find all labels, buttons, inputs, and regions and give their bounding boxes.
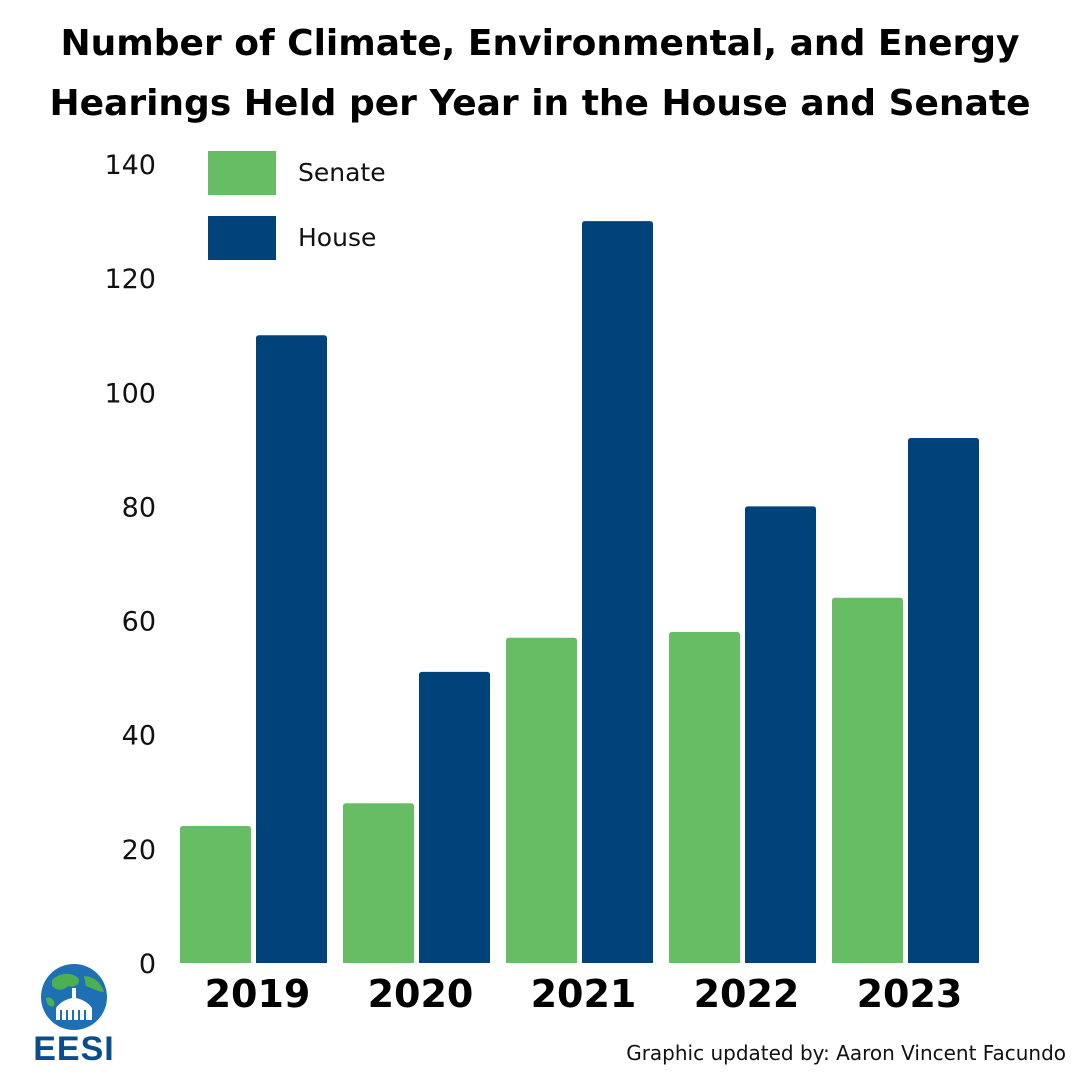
x-tick-label: 2021: [531, 972, 637, 1016]
x-tick-label: 2019: [205, 972, 311, 1016]
y-tick-label: 140: [104, 150, 156, 181]
x-axis: 2019 2020 2021 2022 2023: [205, 972, 963, 1016]
credit-text: Graphic updated by: Aaron Vincent Facund…: [626, 1041, 1066, 1065]
bar-house-2023: [908, 437, 979, 963]
bar-house-2020: [419, 671, 490, 963]
y-tick-label: 80: [122, 492, 156, 523]
globe-capitol-icon: [41, 964, 107, 1030]
x-tick-label: 2020: [368, 972, 474, 1016]
legend-label-senate: Senate: [298, 158, 386, 187]
legend-swatch-senate: [208, 151, 276, 195]
bar-senate-2023: [832, 597, 903, 963]
y-tick-label: 60: [122, 607, 156, 638]
x-tick-label: 2022: [694, 972, 800, 1016]
bar-senate-2021: [506, 637, 577, 963]
y-tick-label: 40: [122, 721, 156, 752]
eesi-logo: EESI: [22, 962, 126, 1074]
y-tick-label: 20: [122, 835, 156, 866]
bars: [180, 221, 979, 964]
bar-house-2019: [256, 335, 327, 963]
bar-house-2021: [582, 221, 653, 964]
legend-label-house: House: [298, 223, 376, 252]
y-tick-label: 120: [104, 264, 156, 295]
bar-senate-2019: [180, 826, 251, 963]
y-tick-label: 0: [139, 949, 156, 980]
y-axis: 0 20 40 60 80 100 120 140: [104, 150, 156, 980]
chart-title-line-2: Hearings Held per Year in the House and …: [49, 83, 1031, 124]
y-tick-label: 100: [104, 378, 156, 409]
chart-title: Number of Climate, Environmental, and En…: [0, 14, 1080, 134]
bar-senate-2020: [343, 803, 414, 963]
legend-swatch-house: [208, 216, 276, 260]
legend: Senate House: [208, 151, 386, 260]
bar-house-2022: [745, 506, 816, 963]
x-tick-label: 2023: [857, 972, 963, 1016]
logo-text: EESI: [33, 1030, 115, 1068]
bar-senate-2022: [669, 631, 740, 963]
chart-title-line-1: Number of Climate, Environmental, and En…: [60, 23, 1020, 64]
